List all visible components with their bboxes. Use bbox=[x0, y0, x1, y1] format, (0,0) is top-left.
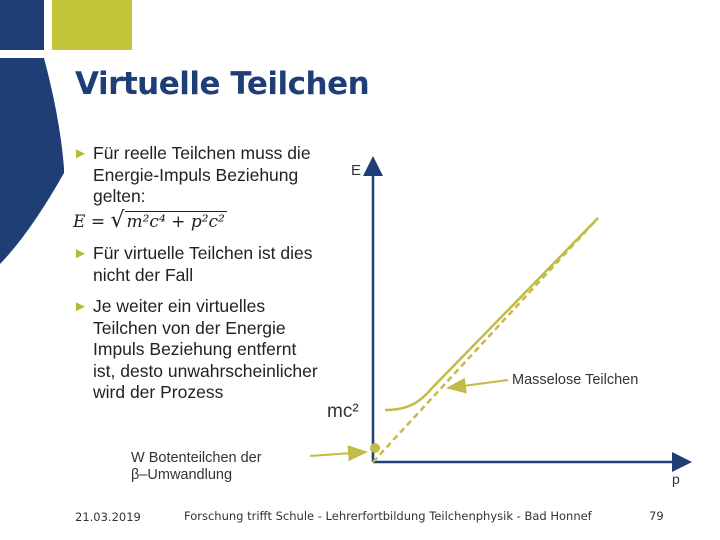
corner-block-navy-top bbox=[0, 0, 44, 50]
w-boson-label-line1: W Botenteilchen der bbox=[131, 450, 262, 466]
formula-radicand: m²c⁴ + p²c² bbox=[124, 210, 227, 232]
sqrt-icon: √ bbox=[110, 207, 125, 233]
bullet-item: ► Für reelle Teilchen muss die Energie-I… bbox=[73, 143, 323, 208]
bullet-text: Je weiter ein virtuelles Teilchen von de… bbox=[93, 296, 318, 402]
mc2-label: mc² bbox=[327, 401, 359, 422]
x-axis-label: p bbox=[672, 471, 680, 487]
energy-momentum-formula: E = √ m²c⁴ + p²c² bbox=[73, 207, 323, 234]
footer-text: Forschung trifft Schule - Lehrerfortbild… bbox=[184, 509, 592, 523]
corner-block-olive-top bbox=[52, 0, 132, 50]
massless-label: Masselose Teilchen bbox=[512, 372, 638, 388]
massless-pointer-arrow bbox=[446, 377, 509, 394]
corner-swoosh bbox=[0, 58, 64, 264]
y-axis-label: E bbox=[351, 162, 361, 179]
bullet-arrow-icon: ► bbox=[73, 298, 88, 315]
massive-particle-curve bbox=[384, 217, 599, 412]
w-boson-label-line2: β–Umwandlung bbox=[131, 467, 232, 483]
footer-date: 21.03.2019 bbox=[75, 510, 141, 524]
formula-lhs: E = bbox=[73, 211, 111, 232]
bullet-item: ► Für virtuelle Teilchen ist dies nicht … bbox=[73, 243, 323, 286]
bullet-item: ► Je weiter ein virtuelles Teilchen von … bbox=[73, 296, 323, 404]
bullet-list: ► Für reelle Teilchen muss die Energie-I… bbox=[73, 143, 323, 404]
w-boson-pointer-arrow bbox=[309, 445, 368, 462]
massless-particle-line bbox=[372, 217, 599, 463]
bullet-text: Für virtuelle Teilchen ist dies nicht de… bbox=[93, 243, 313, 285]
bullet-arrow-icon: ► bbox=[73, 245, 88, 262]
footer-page-number: 79 bbox=[649, 509, 664, 523]
bullet-arrow-icon: ► bbox=[73, 145, 88, 162]
bullet-text: Für reelle Teilchen muss die Energie-Imp… bbox=[93, 143, 311, 206]
w-boson-point bbox=[370, 443, 380, 453]
slide-title: Virtuelle Teilchen bbox=[75, 66, 370, 102]
